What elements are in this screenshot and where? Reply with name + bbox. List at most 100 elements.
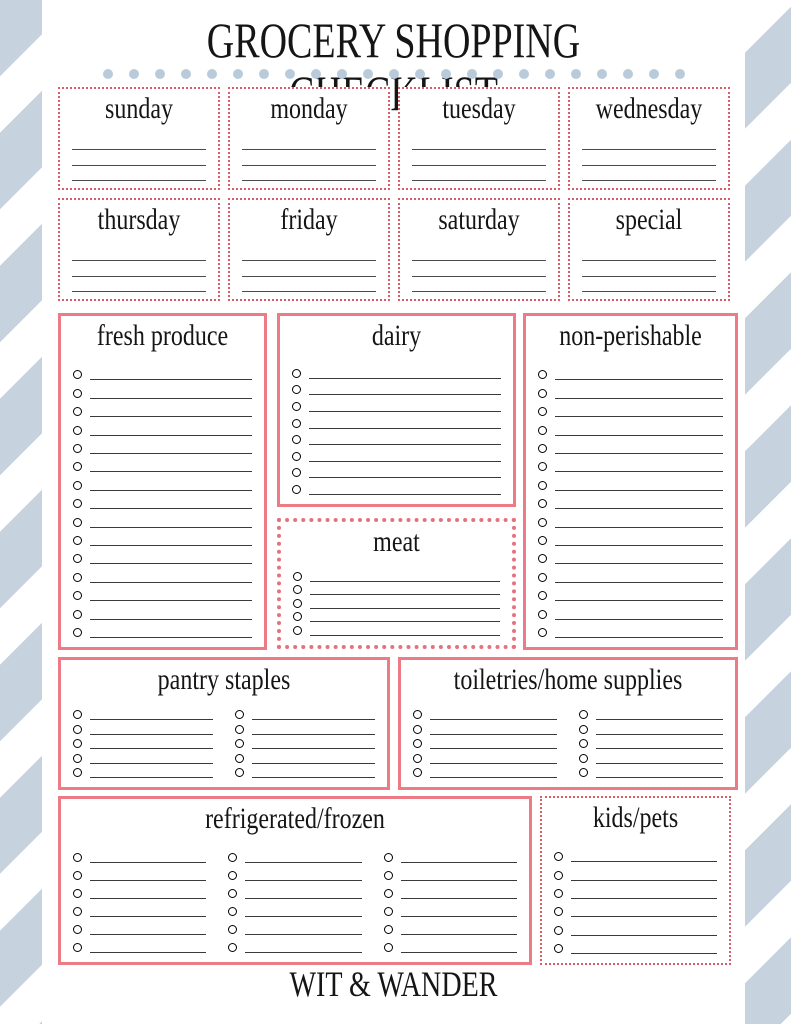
bullet-circle-icon (73, 853, 82, 862)
write-line (90, 733, 213, 735)
bullet-circle-icon (538, 425, 547, 435)
bullet-circle-icon (538, 407, 547, 417)
write-line (90, 898, 207, 899)
day-label: wednesday (595, 92, 703, 125)
list-row (71, 491, 254, 510)
write-line (90, 397, 252, 399)
list-row (536, 528, 725, 546)
list-row (577, 706, 725, 721)
write-line (571, 934, 717, 936)
bullet-circle-icon (73, 480, 82, 490)
write-line (310, 594, 500, 596)
list-row (226, 917, 363, 935)
write-line (555, 489, 723, 491)
bullet-circle-icon (292, 435, 301, 445)
list-row (226, 863, 363, 881)
write-line (412, 150, 546, 166)
write-line (90, 776, 213, 778)
blue-dot (440, 69, 451, 79)
list-row (290, 379, 503, 396)
write-line (400, 898, 517, 899)
list-row (71, 436, 254, 454)
day-lines (72, 135, 206, 181)
write-line (245, 880, 362, 881)
bullet-circle-icon (554, 925, 563, 935)
category-box-refrigerated-frozen: refrigerated/frozen (58, 796, 532, 965)
list-row (411, 764, 559, 778)
bullet-circle-icon (293, 626, 302, 635)
list-row (290, 462, 503, 479)
write-line (245, 952, 362, 953)
list-row (71, 749, 215, 764)
list-row (536, 472, 725, 491)
write-line (582, 277, 716, 292)
list-row (71, 720, 215, 735)
list-row (536, 454, 725, 473)
blue-dot (362, 69, 373, 79)
category-label: refrigerated/frozen (205, 802, 385, 835)
list-row (71, 417, 254, 436)
bullet-circle-icon (538, 609, 547, 619)
bullet-circle-icon (228, 907, 238, 916)
list-row (71, 706, 215, 721)
checklist-rows (536, 362, 725, 638)
checklist-rows (411, 706, 725, 778)
write-line (309, 427, 501, 429)
bullet-circle-icon (293, 612, 302, 622)
bullet-circle-icon (579, 753, 588, 763)
list-row (71, 454, 254, 473)
write-line (90, 581, 252, 583)
write-line (90, 526, 252, 528)
list-row (71, 509, 254, 528)
list-row (577, 764, 725, 778)
day-box-friday: friday (228, 198, 390, 301)
bullet-circle-icon (73, 407, 82, 417)
write-line (90, 434, 252, 436)
write-line (555, 563, 723, 565)
bullet-circle-icon (73, 517, 82, 527)
bullet-circle-icon (413, 753, 422, 763)
bullet-circle-icon (73, 499, 82, 509)
bullet-circle-icon (73, 889, 82, 898)
bullet-circle-icon (228, 889, 238, 898)
bullet-circle-icon (538, 535, 547, 545)
blue-dot (102, 69, 113, 79)
blue-dot (388, 69, 399, 79)
bullet-circle-icon (579, 767, 588, 777)
blue-dot (544, 69, 555, 79)
bullet-circle-icon (383, 853, 393, 862)
write-line (555, 452, 723, 454)
write-line (309, 444, 501, 446)
day-grid: sunday monday tuesday wednesday thursday… (58, 87, 730, 301)
write-line (90, 934, 207, 935)
list-row (577, 720, 725, 735)
write-line (430, 776, 557, 778)
write-line (596, 762, 723, 764)
bullet-circle-icon (554, 944, 563, 953)
bullet-circle-icon (538, 627, 547, 637)
write-line (245, 916, 362, 917)
write-line (242, 166, 376, 181)
list-row (71, 601, 254, 620)
blue-dot (310, 69, 321, 79)
list-row (411, 735, 559, 750)
write-line (555, 379, 723, 381)
bullet-circle-icon (235, 710, 244, 720)
checklist-rows (552, 844, 719, 954)
bullet-circle-icon (579, 710, 588, 720)
write-line (571, 953, 717, 954)
bullet-circle-icon (383, 907, 393, 916)
write-line (90, 952, 207, 953)
write-line (72, 166, 206, 181)
bullet-circle-icon (538, 480, 547, 490)
write-line (90, 862, 207, 863)
category-box-meat: meat (277, 518, 516, 649)
write-line (242, 150, 376, 166)
bullet-circle-icon (73, 710, 82, 720)
write-line (90, 880, 207, 881)
write-line (555, 636, 723, 638)
write-line (242, 246, 376, 262)
checklist-rows (71, 845, 519, 953)
bullet-circle-icon (73, 554, 82, 564)
category-box-non-perishable: non-perishable (523, 313, 738, 650)
